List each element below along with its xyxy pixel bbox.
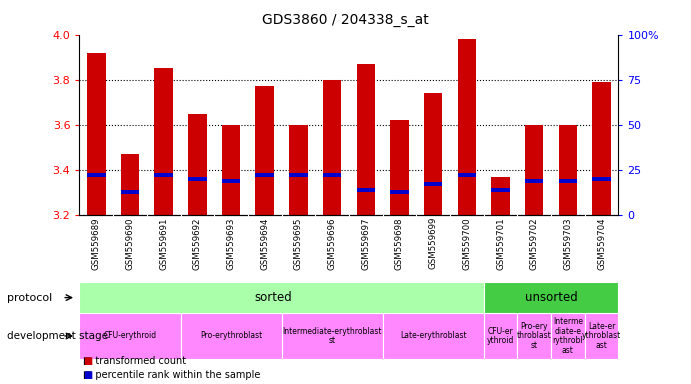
- Bar: [484, 313, 518, 359]
- Text: GDS3860 / 204338_s_at: GDS3860 / 204338_s_at: [262, 13, 429, 27]
- Text: ■: ■: [83, 356, 92, 366]
- Bar: [79, 313, 180, 359]
- Bar: [525, 179, 544, 183]
- Bar: [188, 114, 207, 215]
- Text: CFU-er
ythroid: CFU-er ythroid: [487, 327, 514, 345]
- Text: GSM559701: GSM559701: [496, 217, 505, 270]
- Text: development stage: development stage: [7, 331, 108, 341]
- Text: GSM559692: GSM559692: [193, 217, 202, 270]
- Bar: [484, 282, 618, 313]
- Bar: [87, 53, 106, 215]
- Text: GSM559702: GSM559702: [530, 217, 539, 270]
- Text: GSM559691: GSM559691: [159, 217, 168, 270]
- Text: GSM559698: GSM559698: [395, 217, 404, 270]
- Bar: [222, 125, 240, 215]
- Bar: [188, 177, 207, 181]
- Bar: [282, 313, 383, 359]
- Bar: [491, 188, 510, 192]
- Text: GSM559694: GSM559694: [261, 217, 269, 270]
- Text: Pro-ery
throblast
st: Pro-ery throblast st: [517, 322, 551, 350]
- Bar: [383, 313, 484, 359]
- Bar: [256, 86, 274, 215]
- Bar: [87, 173, 106, 177]
- Text: Intermediate-erythroblast
st: Intermediate-erythroblast st: [283, 327, 382, 345]
- Bar: [154, 173, 173, 177]
- Text: GSM559690: GSM559690: [126, 217, 135, 270]
- Bar: [558, 179, 577, 183]
- Bar: [491, 177, 510, 215]
- Bar: [390, 120, 409, 215]
- Bar: [154, 68, 173, 215]
- Bar: [79, 282, 484, 313]
- Text: ■ transformed count: ■ transformed count: [83, 356, 186, 366]
- Bar: [457, 173, 476, 177]
- Bar: [222, 179, 240, 183]
- Bar: [357, 64, 375, 215]
- Bar: [518, 313, 551, 359]
- Text: GSM559689: GSM559689: [92, 217, 101, 270]
- Text: Pro-erythroblast: Pro-erythroblast: [200, 331, 262, 341]
- Bar: [424, 182, 442, 186]
- Text: GSM559696: GSM559696: [328, 217, 337, 270]
- Text: ■ percentile rank within the sample: ■ percentile rank within the sample: [83, 370, 261, 380]
- Bar: [585, 313, 618, 359]
- Text: GSM559699: GSM559699: [428, 217, 437, 270]
- Text: GSM559695: GSM559695: [294, 217, 303, 270]
- Bar: [357, 188, 375, 192]
- Bar: [424, 93, 442, 215]
- Bar: [121, 154, 140, 215]
- Text: GSM559693: GSM559693: [227, 217, 236, 270]
- Bar: [551, 313, 585, 359]
- Text: sorted: sorted: [254, 291, 292, 304]
- Text: unsorted: unsorted: [524, 291, 578, 304]
- Bar: [525, 125, 544, 215]
- Text: GSM559697: GSM559697: [361, 217, 370, 270]
- Bar: [558, 125, 577, 215]
- Bar: [592, 82, 611, 215]
- Text: CFU-erythroid: CFU-erythroid: [104, 331, 157, 341]
- Text: GSM559704: GSM559704: [597, 217, 606, 270]
- Bar: [457, 39, 476, 215]
- Bar: [323, 173, 341, 177]
- Bar: [289, 125, 307, 215]
- Text: GSM559703: GSM559703: [563, 217, 572, 270]
- Text: Interme
diate-e
rythrobl
ast: Interme diate-e rythrobl ast: [553, 317, 583, 355]
- Bar: [121, 190, 140, 194]
- Bar: [180, 313, 281, 359]
- Text: GSM559700: GSM559700: [462, 217, 471, 270]
- Bar: [256, 173, 274, 177]
- Bar: [390, 190, 409, 194]
- Bar: [289, 173, 307, 177]
- Text: ■: ■: [83, 370, 92, 380]
- Bar: [323, 79, 341, 215]
- Text: protocol: protocol: [7, 293, 52, 303]
- Text: Late-er
ythroblast
ast: Late-er ythroblast ast: [582, 322, 621, 350]
- Text: Late-erythroblast: Late-erythroblast: [400, 331, 466, 341]
- Bar: [592, 177, 611, 181]
